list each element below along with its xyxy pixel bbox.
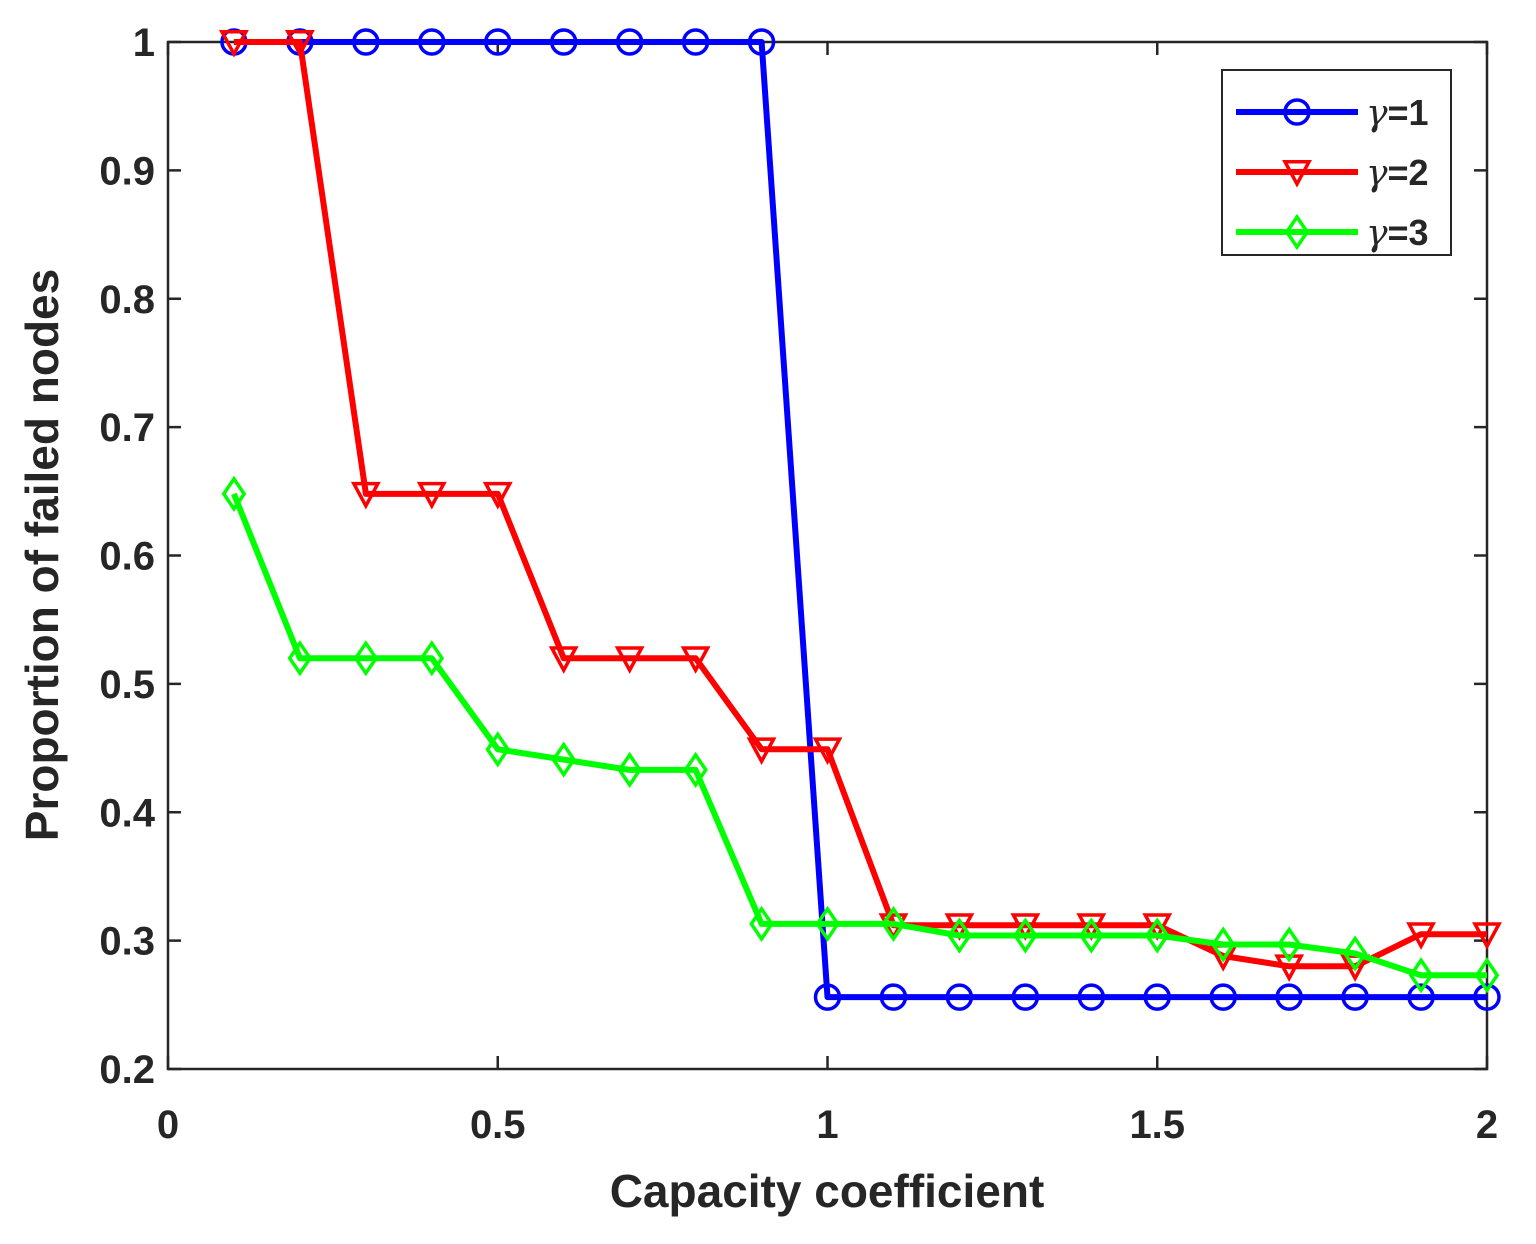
legend: γ=1γ=2γ=3: [1221, 69, 1452, 256]
point-marker: [1276, 926, 1302, 963]
point-marker: [350, 481, 381, 510]
series-layer: [219, 28, 1502, 1011]
x-tick-label: 1: [816, 1103, 838, 1147]
point-marker: [1284, 213, 1310, 251]
point-marker: [416, 481, 447, 510]
legend-entry-1: γ=1: [1236, 92, 1429, 134]
point-marker: [812, 737, 843, 766]
x-tick-label: 0.5: [470, 1103, 526, 1147]
y-tick-label: 0.7: [99, 406, 155, 450]
y-axis-title: Proportion of failed nodes: [16, 269, 68, 841]
point-marker: [1342, 935, 1368, 972]
y-tick-label: 0.9: [99, 149, 155, 193]
y-tick-label: 0.8: [99, 278, 155, 322]
point-marker: [1406, 922, 1436, 950]
point-marker: [879, 983, 908, 1011]
legend-symbol: γ: [1366, 93, 1388, 134]
point-marker: [1283, 98, 1311, 126]
point-marker: [352, 28, 380, 56]
point-marker: [1013, 917, 1038, 954]
point-marker: [482, 481, 513, 510]
point-marker: [419, 640, 445, 677]
point-marker: [1274, 954, 1305, 982]
point-marker: [813, 983, 842, 1011]
series-3: [221, 475, 1500, 994]
point-marker: [551, 741, 577, 778]
point-marker: [1142, 913, 1173, 941]
point-marker: [418, 28, 446, 56]
y-tick-label: 0.4: [99, 791, 155, 835]
y-tick-label: 0.2: [99, 1048, 155, 1092]
legend-entry-2: γ=2: [1236, 152, 1429, 194]
point-marker: [680, 646, 711, 674]
y-tick-label: 0.6: [99, 535, 155, 579]
point-marker: [1078, 917, 1104, 954]
legend-label: γ=3: [1366, 212, 1429, 254]
series-1: [220, 28, 1501, 1011]
point-marker: [1143, 983, 1171, 1011]
legend-value: =1: [1388, 92, 1429, 133]
series-line: [233, 39, 1487, 970]
legend-symbol: γ: [1366, 153, 1388, 194]
x-axis-title: Capacity coefficient: [610, 1165, 1045, 1217]
point-marker: [1341, 983, 1369, 1011]
point-marker: [484, 28, 512, 56]
point-marker: [615, 28, 644, 56]
point-marker: [749, 905, 774, 943]
legend-box: [1221, 69, 1452, 256]
point-marker: [1275, 983, 1303, 1011]
legend-label: γ=1: [1366, 92, 1429, 134]
point-marker: [683, 751, 708, 788]
legend-entry-3: γ=3: [1236, 212, 1429, 254]
point-marker: [1076, 913, 1107, 941]
point-marker: [1474, 957, 1500, 994]
point-marker: [815, 905, 840, 943]
point-marker: [944, 913, 975, 941]
point-marker: [549, 28, 578, 56]
y-tick-label: 1: [133, 21, 155, 65]
point-marker: [548, 646, 579, 674]
point-marker: [284, 30, 315, 58]
series-2: [219, 30, 1502, 982]
legend-label: γ=2: [1366, 152, 1429, 194]
point-marker: [1011, 983, 1040, 1011]
point-marker: [747, 28, 776, 56]
point-marker: [881, 905, 906, 943]
legend-value: =3: [1388, 212, 1429, 253]
point-marker: [1408, 957, 1434, 994]
axis-ticks: 0 0.5 1 1.5 2 0.2 0.3 0.4 0.5 0.6 0.7 0.8 0.9 1: [99, 21, 1498, 1147]
legend-value: =2: [1388, 152, 1429, 193]
point-marker: [353, 640, 379, 677]
x-tick-label: 1.5: [1129, 1103, 1185, 1147]
y-tick-label: 0.5: [99, 663, 155, 707]
point-marker: [1407, 983, 1435, 1011]
point-marker: [221, 475, 247, 512]
point-marker: [945, 983, 974, 1011]
point-marker: [617, 751, 642, 788]
point-marker: [485, 731, 511, 768]
point-marker: [614, 646, 645, 674]
y-tick-label: 0.3: [99, 920, 155, 964]
point-marker: [1144, 917, 1170, 954]
point-marker: [947, 917, 972, 954]
point-marker: [1209, 983, 1237, 1011]
point-marker: [219, 30, 249, 58]
legend-symbol: γ: [1366, 213, 1388, 254]
x-tick-label: 0: [157, 1103, 179, 1147]
point-marker: [1282, 160, 1312, 188]
point-marker: [1472, 922, 1502, 950]
point-marker: [287, 640, 313, 677]
point-marker: [746, 737, 777, 766]
point-marker: [1077, 983, 1106, 1011]
point-marker: [1473, 983, 1501, 1011]
point-marker: [1210, 926, 1236, 963]
point-marker: [1010, 913, 1041, 941]
point-marker: [681, 28, 710, 56]
x-tick-label: 2: [1476, 1103, 1498, 1147]
